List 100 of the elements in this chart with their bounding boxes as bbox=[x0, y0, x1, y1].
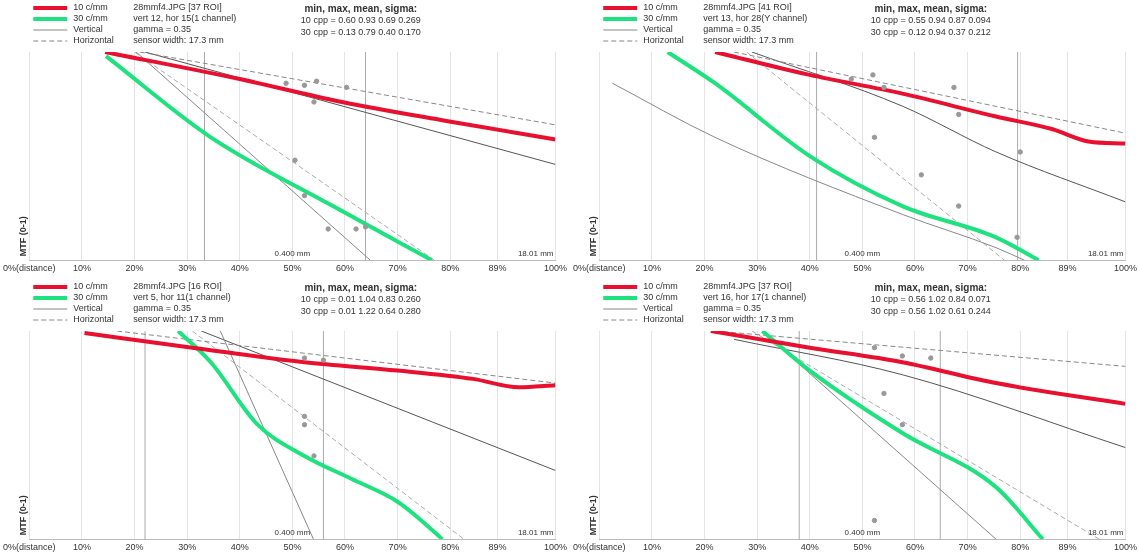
legend-label: 10 c/mm bbox=[643, 281, 678, 292]
text: sensor width: 17.3 mm bbox=[703, 314, 794, 325]
text: vert 12, hor 15(1 channel) bbox=[133, 13, 237, 24]
annotation: 0.400 mm bbox=[274, 249, 311, 259]
text: gamma = 0.35 bbox=[703, 303, 762, 314]
text: 30 cpp = 0.01 1.22 0.64 0.280 bbox=[300, 306, 421, 317]
x-tick-label: 10% bbox=[72, 542, 91, 553]
text: 10 cpp = 0.01 1.04 0.83 0.260 bbox=[300, 294, 421, 305]
legend-label: Horizontal bbox=[643, 314, 684, 325]
x-tick-label: 80% bbox=[1011, 263, 1030, 274]
x-tick-label: 60% bbox=[335, 263, 355, 274]
x-tick-label: 10% bbox=[72, 263, 91, 274]
x-tick-label: 100% bbox=[1113, 542, 1138, 553]
text: 10 cpp = 0.55 0.94 0.87 0.094 bbox=[870, 15, 991, 26]
text: 30 cpp = 0.56 1.02 0.61 0.244 bbox=[870, 306, 991, 317]
x-tick-label: 100% bbox=[543, 542, 568, 553]
y-axis-title: MTF (0-1) bbox=[587, 216, 598, 257]
x-tick-label: 40% bbox=[230, 263, 249, 274]
x-tick-label: 60% bbox=[905, 263, 925, 274]
x-tick-label: 80% bbox=[441, 542, 460, 553]
y-axis-title: MTF (0-1) bbox=[17, 495, 28, 536]
legend-label: Vertical bbox=[73, 24, 103, 35]
legend-label: 10 c/mm bbox=[73, 281, 108, 292]
x-tick-label: 0%(distance) bbox=[573, 263, 626, 274]
x-tick-label: 30% bbox=[178, 542, 197, 553]
text: 30 cpp = 0.13 0.79 0.40 0.170 bbox=[300, 27, 421, 38]
x-tick-label: 30% bbox=[748, 542, 767, 553]
x-tick-label: 40% bbox=[800, 263, 819, 274]
x-tick-label: 89% bbox=[488, 263, 507, 274]
text: 30 cpp = 0.12 0.94 0.37 0.212 bbox=[870, 27, 991, 38]
annotation: 0.400 mm bbox=[844, 528, 881, 538]
text: 10 cpp = 0.56 1.02 0.84 0.071 bbox=[870, 294, 991, 305]
x-tick-label: 80% bbox=[1011, 542, 1030, 553]
text: sensor width: 17.3 mm bbox=[133, 314, 224, 325]
x-tick-label: 100% bbox=[543, 263, 568, 274]
x-tick-label: 100% bbox=[1113, 263, 1138, 274]
text: min, max, mean, sigma: bbox=[874, 281, 988, 293]
legend-label: 30 c/mm bbox=[73, 13, 108, 24]
x-tick-label: 60% bbox=[335, 542, 355, 553]
text: min, max, mean, sigma: bbox=[304, 281, 418, 293]
legend-label: 30 c/mm bbox=[643, 13, 678, 24]
x-tick-label: 30% bbox=[178, 263, 197, 274]
annotation: 18.01 mm bbox=[1087, 528, 1124, 538]
x-tick-label: 70% bbox=[958, 263, 977, 274]
x-tick-label: 20% bbox=[695, 263, 714, 274]
legend-label: Vertical bbox=[643, 24, 673, 35]
x-tick-label: 50% bbox=[853, 542, 872, 553]
legend-label: Horizontal bbox=[73, 314, 114, 325]
legend-label: Vertical bbox=[73, 303, 103, 314]
text: min, max, mean, sigma: bbox=[874, 2, 988, 14]
annotation: 0.400 mm bbox=[274, 528, 311, 538]
x-tick-label: 89% bbox=[488, 542, 507, 553]
x-tick-label: 20% bbox=[695, 542, 714, 553]
y-axis-title: MTF (0-1) bbox=[17, 216, 28, 257]
text: sensor width: 17.3 mm bbox=[703, 35, 794, 46]
text: 28mmf4.JPG [37 ROI] bbox=[133, 2, 222, 13]
legend-label: 10 c/mm bbox=[73, 2, 108, 13]
x-tick-label: 20% bbox=[125, 263, 144, 274]
x-tick-label: 40% bbox=[800, 542, 819, 553]
text: 28mmf4.JPG [16 ROI] bbox=[133, 281, 222, 292]
text: 10 cpp = 0.60 0.93 0.69 0.269 bbox=[300, 15, 421, 26]
x-tick-label: 30% bbox=[748, 263, 767, 274]
x-tick-label: 70% bbox=[388, 263, 407, 274]
text: sensor width: 17.3 mm bbox=[133, 35, 224, 46]
x-tick-label: 89% bbox=[1058, 542, 1077, 553]
x-tick-label: 50% bbox=[853, 263, 872, 274]
x-tick-label: 0%(distance) bbox=[3, 263, 56, 274]
x-tick-label: 50% bbox=[283, 263, 302, 274]
text: gamma = 0.35 bbox=[133, 303, 192, 314]
x-tick-label: 70% bbox=[958, 542, 977, 553]
x-tick-label: 80% bbox=[441, 263, 460, 274]
x-tick-label: 40% bbox=[230, 542, 249, 553]
x-tick-label: 60% bbox=[905, 542, 925, 553]
text: 28mmf4.JPG [37 ROI] bbox=[703, 281, 792, 292]
legend-label: 10 c/mm bbox=[643, 2, 678, 13]
x-tick-label: 20% bbox=[125, 542, 144, 553]
legend-label: Vertical bbox=[643, 303, 673, 314]
x-tick-label: 89% bbox=[1058, 263, 1077, 274]
legend-label: Horizontal bbox=[643, 35, 684, 46]
annotation: 18.01 mm bbox=[517, 528, 554, 538]
legend-label: 30 c/mm bbox=[643, 292, 678, 303]
text: vert 13, hor 28(Y channel) bbox=[703, 13, 808, 24]
legend-label: Horizontal bbox=[73, 35, 114, 46]
legend-label: 30 c/mm bbox=[73, 292, 108, 303]
x-tick-label: 50% bbox=[283, 542, 302, 553]
text: gamma = 0.35 bbox=[703, 24, 762, 35]
y-axis-title: MTF (0-1) bbox=[587, 495, 598, 536]
text: gamma = 0.35 bbox=[133, 24, 192, 35]
text: 28mmf4.JPG [41 ROI] bbox=[703, 2, 792, 13]
annotation: 0.400 mm bbox=[844, 249, 881, 259]
annotation: 18.01 mm bbox=[517, 249, 554, 259]
x-tick-label: 10% bbox=[642, 542, 661, 553]
x-tick-label: 70% bbox=[388, 542, 407, 553]
text: vert 5, hor 11(1 channel) bbox=[133, 292, 231, 303]
x-tick-label: 0%(distance) bbox=[573, 542, 626, 553]
text: min, max, mean, sigma: bbox=[304, 2, 418, 14]
annotation: 18.01 mm bbox=[1087, 249, 1124, 259]
x-tick-label: 10% bbox=[642, 263, 661, 274]
x-tick-label: 0%(distance) bbox=[3, 542, 56, 553]
text: vert 16, hor 17(1 channel) bbox=[703, 292, 807, 303]
